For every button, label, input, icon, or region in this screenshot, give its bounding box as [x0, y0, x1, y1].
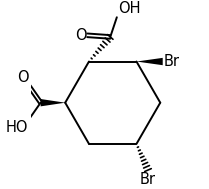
Text: OH: OH	[118, 2, 140, 16]
Text: Br: Br	[164, 54, 180, 69]
Text: HO: HO	[6, 120, 28, 135]
Text: O: O	[17, 70, 28, 85]
Polygon shape	[136, 58, 163, 65]
Text: Br: Br	[140, 172, 156, 187]
Text: O: O	[75, 28, 87, 43]
Polygon shape	[41, 99, 65, 106]
